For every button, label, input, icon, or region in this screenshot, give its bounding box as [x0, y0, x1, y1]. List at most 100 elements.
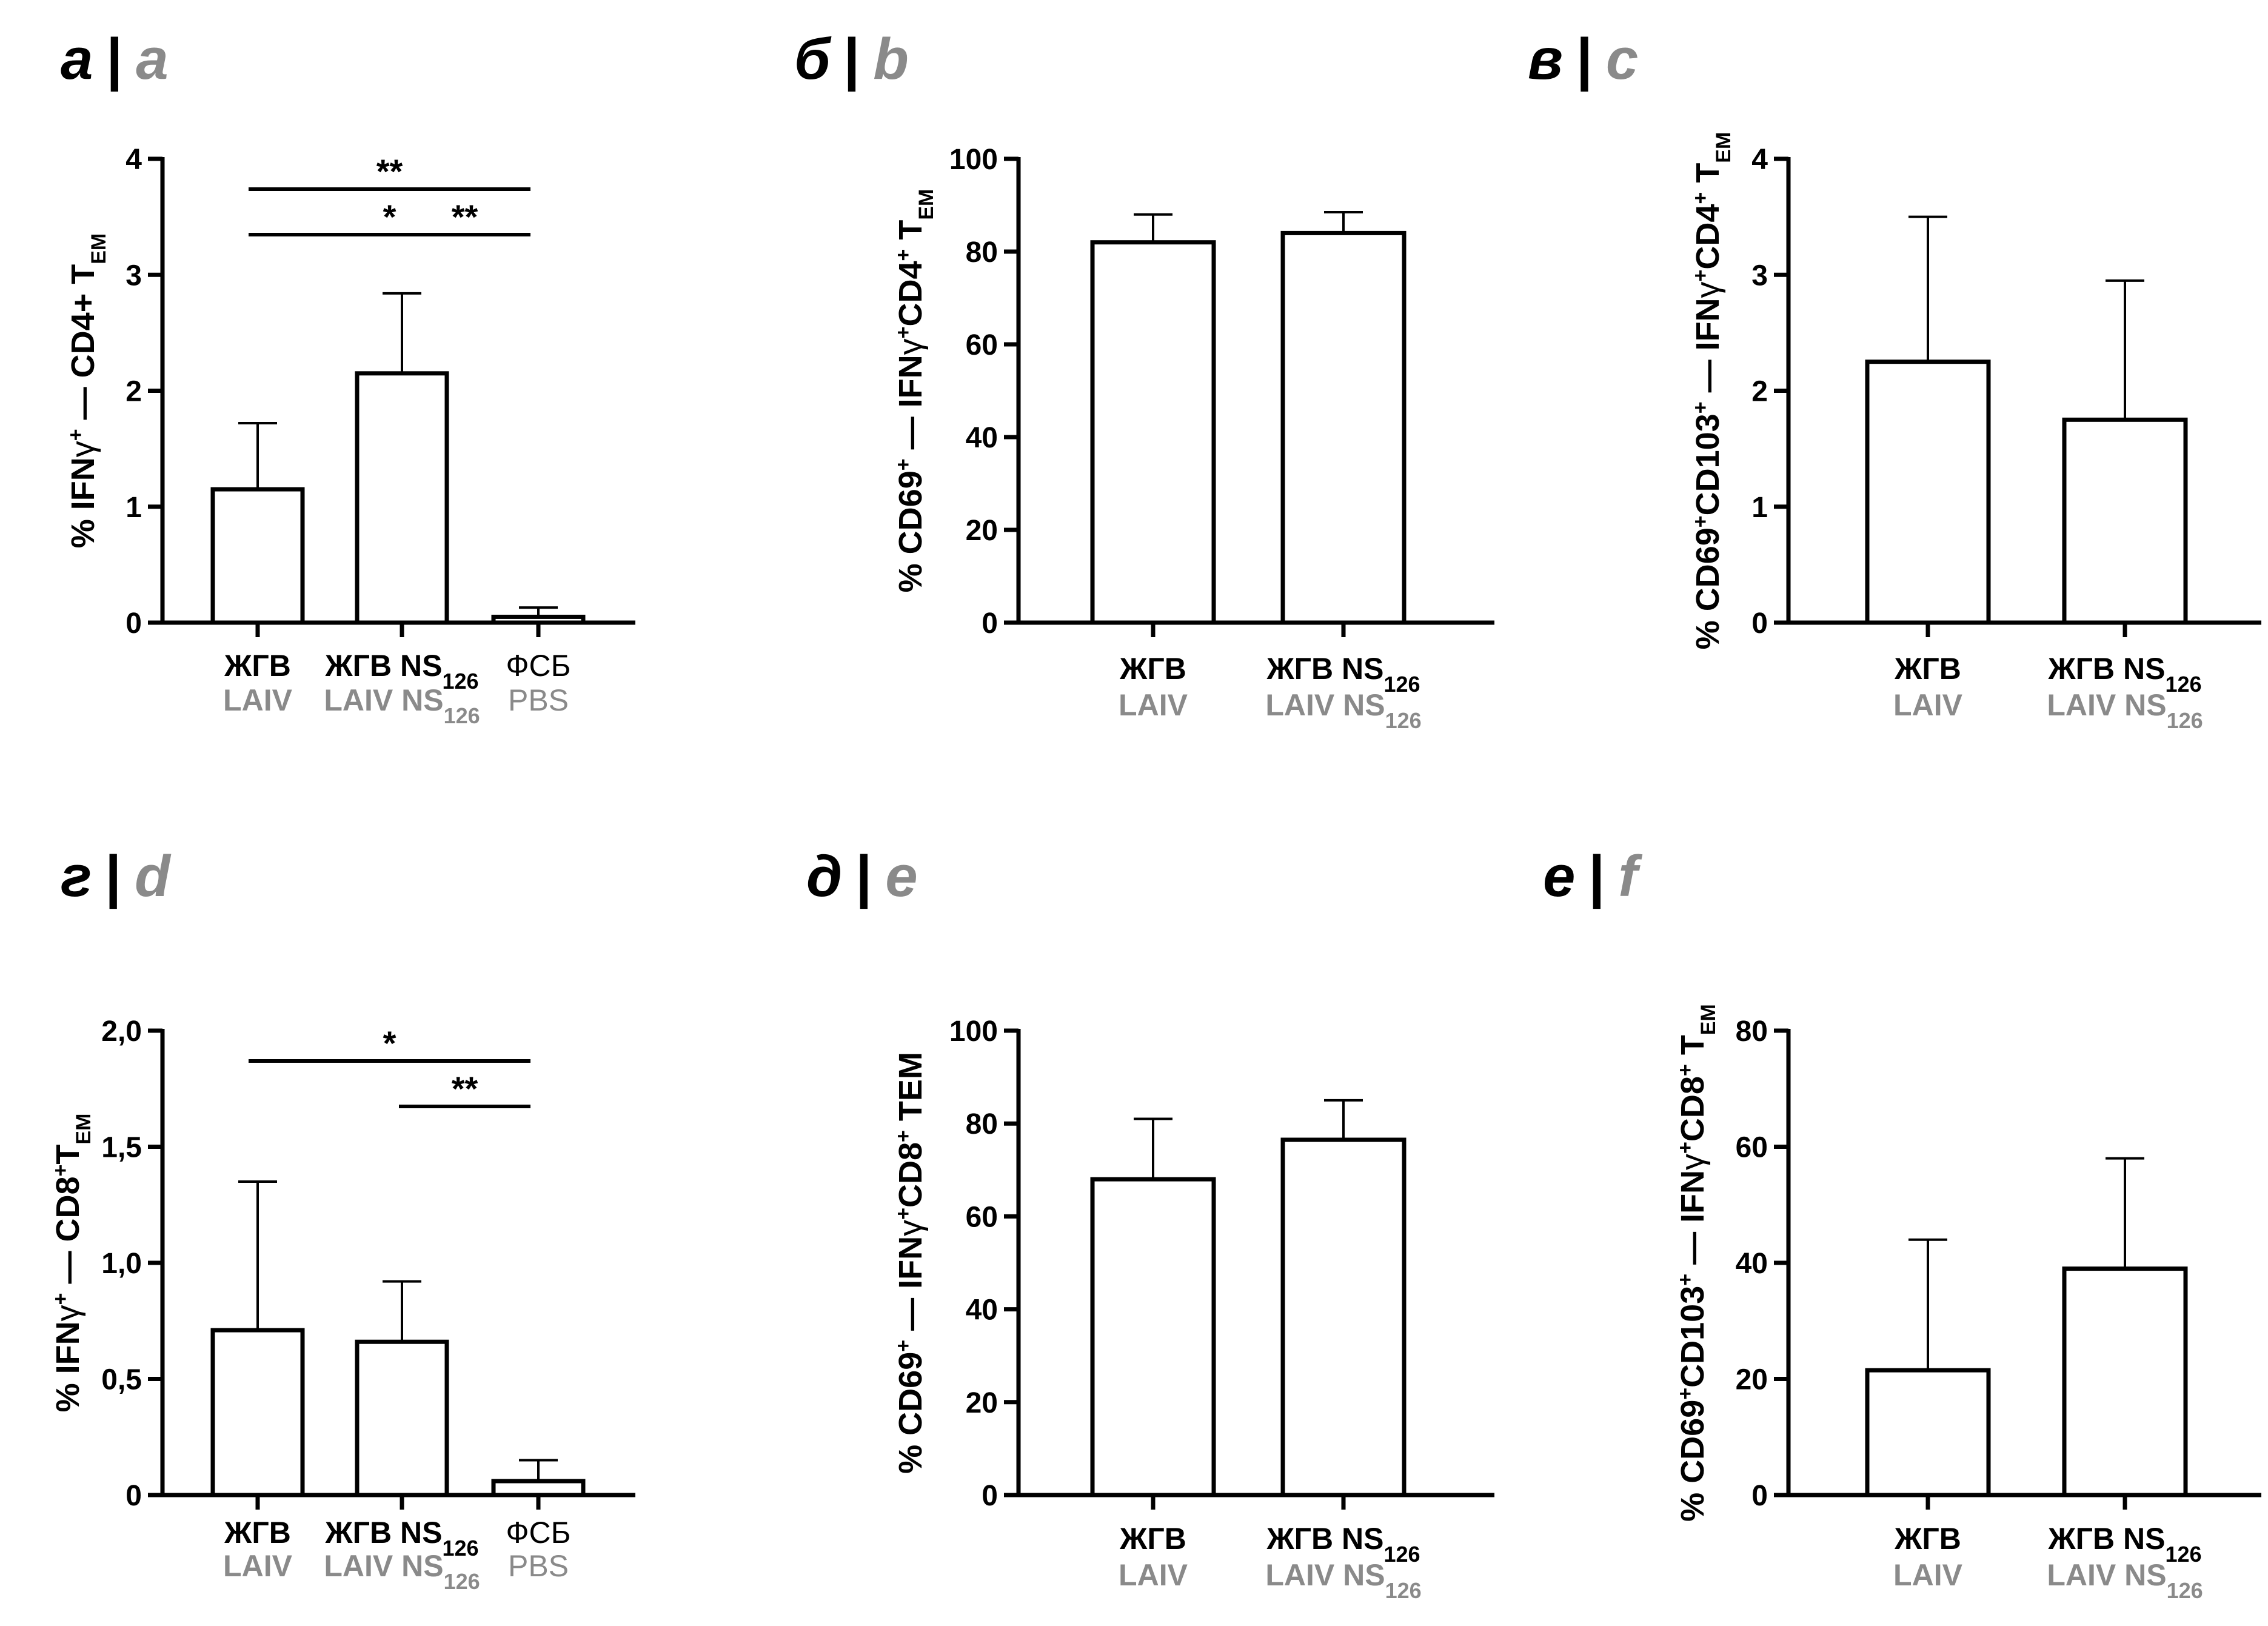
- category-label-ru: ЖГВ: [224, 649, 291, 683]
- y-tick-label: 40: [1736, 1248, 1768, 1280]
- y-tick-label: 100: [949, 1015, 998, 1048]
- panel-c: в | c 0 1 2 3 4 % CD69+CD103+ — IFNγ+CD4+ TEM ЖГВ…: [1528, 27, 2261, 733]
- y-tick-label: 60: [966, 1201, 998, 1233]
- y-axis-label: % IFNγ+ — CD8+TEM: [49, 1114, 95, 1413]
- y-tick-label: 2: [1751, 376, 1768, 408]
- panel-label-separator: |: [855, 844, 872, 909]
- category-label-en: LAIV: [1893, 1558, 1963, 1592]
- panel-label-en: c: [1606, 27, 1638, 92]
- category-label-ru: ЖГВ: [1119, 652, 1186, 686]
- panel-label: а | a: [61, 27, 169, 92]
- category-label-en: LAIV: [223, 683, 293, 717]
- bar: [2062, 1266, 2188, 1497]
- bar: [491, 614, 586, 625]
- y-axis-label: % CD69+ — IFNγ+CD4+ TEM: [892, 189, 938, 593]
- panel-label: б | b: [794, 27, 909, 92]
- panel-f: е | f 0 20 40 60 80 % CD69+CD103+ — IFNγ+CD8+ TE…: [1543, 844, 2261, 1603]
- category-label-ru: ЖГВ NS126: [1266, 652, 1420, 697]
- category-label-en: LAIV NS126: [324, 1549, 480, 1594]
- y-tick-label: 1: [1751, 492, 1768, 524]
- panel-label-ru: а: [61, 27, 93, 92]
- panel-b: б | b 0 20 40 60 80 100 % CD69+ — IFNγ+CD4+ TEM ЖГ…: [794, 27, 1494, 733]
- panel-label: д | e: [806, 844, 918, 909]
- panel-label: г | d: [61, 844, 172, 909]
- panel-label-separator: |: [1576, 27, 1593, 92]
- category-label-ru: ЖГВ: [1894, 1522, 1961, 1556]
- category-label-en: LAIV: [1119, 688, 1188, 722]
- category-label-en: LAIV NS126: [2047, 688, 2203, 733]
- y-tick-label: 0: [982, 1480, 998, 1512]
- bar: [491, 1479, 586, 1497]
- category-label-en: LAIV NS126: [2047, 1558, 2203, 1603]
- y-tick-label: 100: [949, 144, 998, 176]
- y-tick-label: 40: [966, 422, 998, 454]
- y-tick-label: 3: [125, 259, 142, 292]
- bar: [1865, 360, 1991, 625]
- y-tick-label: 1,0: [101, 1248, 142, 1280]
- category-label-ru: ФСБ: [506, 649, 571, 683]
- category-label-en: LAIV: [1893, 688, 1963, 722]
- panel-label-separator: |: [105, 844, 121, 909]
- panel-label-en: f: [1618, 844, 1642, 909]
- bar: [1090, 240, 1216, 625]
- significance-label: **: [376, 152, 403, 190]
- bar: [210, 487, 305, 625]
- panel-label-ru: в: [1528, 27, 1563, 92]
- y-tick-label: 80: [1736, 1015, 1768, 1048]
- bar: [210, 1328, 305, 1497]
- y-tick-label: 4: [125, 144, 142, 176]
- y-tick-label: 80: [966, 1108, 998, 1140]
- y-tick-label: 20: [966, 1387, 998, 1419]
- y-tick-label: 0: [1751, 607, 1768, 640]
- bar: [355, 1339, 449, 1497]
- category-label-en: LAIV: [1119, 1558, 1188, 1592]
- bar: [2062, 417, 2188, 625]
- panel-e: д | e 0 20 40 60 80 100 % CD69+ — IFNγ+CD8+ TEM ЖГ…: [806, 844, 1494, 1603]
- y-tick-label: 1: [125, 492, 142, 524]
- bar: [1090, 1177, 1216, 1497]
- y-tick-label: 1,5: [101, 1132, 142, 1164]
- panel-label: в | c: [1528, 27, 1638, 92]
- y-axis-label: % CD69+ — IFNγ+CD8+ TEM: [892, 1052, 929, 1474]
- category-label-ru: ЖГВ: [1119, 1522, 1186, 1556]
- panel-label-ru: д: [806, 844, 842, 909]
- panel-label-ru: е: [1543, 844, 1575, 909]
- panel-label-ru: г: [61, 844, 92, 909]
- y-tick-label: 0: [125, 607, 142, 640]
- y-tick-label: 0,5: [101, 1364, 142, 1396]
- panel-label-separator: |: [106, 27, 122, 92]
- y-tick-label: 2,0: [101, 1015, 142, 1048]
- panel-d: г | d00,51,01,52,0% IFNγ+ — CD8+TEMЖГВLAIV…: [49, 844, 635, 1594]
- y-tick-label: 3: [1751, 259, 1768, 292]
- y-axis-label: % IFNγ+ — CD4+ TEM: [64, 233, 110, 548]
- category-label-ru: ФСБ: [506, 1516, 571, 1550]
- panel-label-en: b: [873, 27, 909, 92]
- y-axis-label: % CD69+CD103+ — IFNγ+CD4+ TEM: [1689, 132, 1735, 650]
- significance-label: **: [452, 1069, 478, 1108]
- y-tick-label: 60: [1736, 1132, 1768, 1164]
- panel-label-ru: б: [794, 27, 832, 92]
- category-label-en: LAIV NS126: [1265, 688, 1421, 733]
- y-tick-label: 60: [966, 329, 998, 361]
- category-label-ru: ЖГВ: [1894, 652, 1961, 686]
- bar: [355, 371, 449, 625]
- panel-label-en: d: [135, 844, 172, 909]
- category-label-en: LAIV: [223, 1549, 293, 1583]
- panel-label-separator: |: [843, 27, 860, 92]
- bar: [1865, 1368, 1991, 1497]
- category-label-ru: ЖГВ: [224, 1516, 291, 1550]
- significance-label: *: [383, 198, 396, 236]
- y-tick-label: 4: [1751, 144, 1768, 176]
- category-label-ru: ЖГВ NS126: [2047, 652, 2201, 697]
- y-tick-label: 20: [966, 515, 998, 547]
- y-tick-label: 80: [966, 236, 998, 269]
- y-axis-label: % CD69+CD103+ — IFNγ+CD8+ TEM: [1674, 1004, 1720, 1522]
- y-tick-label: 0: [982, 607, 998, 640]
- y-tick-label: 40: [966, 1294, 998, 1327]
- panel-label-separator: |: [1588, 844, 1605, 909]
- bar: [1280, 1137, 1407, 1497]
- panel-label: е | f: [1543, 844, 1642, 909]
- category-label-ru: ЖГВ NS126: [1266, 1522, 1420, 1567]
